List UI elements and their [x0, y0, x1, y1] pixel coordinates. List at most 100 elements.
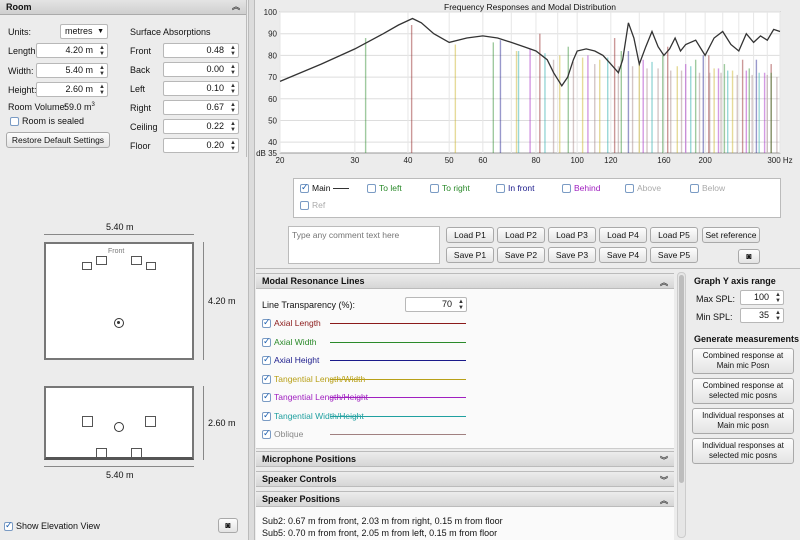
legend-item-7[interactable]: Ref — [300, 200, 325, 211]
checkbox-icon[interactable] — [430, 184, 439, 194]
legend-item-1[interactable]: To left — [367, 183, 402, 194]
comment-box[interactable] — [288, 226, 440, 264]
x-tick-label: 300 Hz — [767, 156, 792, 165]
units-select[interactable]: metres ▼ — [60, 24, 108, 39]
generate-button-2[interactable]: Individual responses at Main mic posn — [692, 408, 794, 434]
load-preset-2-button[interactable]: Load P2 — [497, 227, 545, 243]
modal-line-toggle[interactable]: Oblique — [262, 428, 466, 441]
speaker-controls-header[interactable]: Speaker Controls ︾ — [256, 471, 674, 487]
save-preset-2-button[interactable]: Save P2 — [497, 247, 545, 263]
save-preset-5-button[interactable]: Save P5 — [650, 247, 698, 263]
spinner-icon[interactable]: ▲ ▼ — [99, 84, 105, 96]
generate-button-0[interactable]: Combined response at Main mic Posn — [692, 348, 794, 374]
max-spl-field[interactable]: 100 ▲ ▼ — [740, 290, 784, 305]
modal-line-toggle[interactable]: Tangential Length/Height — [262, 391, 466, 404]
checkbox-icon[interactable] — [367, 184, 376, 194]
show-elevation-checkbox[interactable]: Show Elevation View — [4, 520, 100, 532]
expand-icon[interactable]: ︾ — [660, 456, 668, 465]
surface-absorption-value: 0.22 — [206, 121, 224, 131]
generate-button-3[interactable]: Individual responses at selected mic posn… — [692, 438, 794, 464]
height-field[interactable]: 2.60 m ▲ ▼ — [36, 82, 108, 97]
surface-absorption-field[interactable]: 0.48 ▲ ▼ — [163, 43, 239, 58]
checkbox-icon[interactable] — [262, 410, 271, 421]
checkbox-icon[interactable] — [496, 184, 505, 194]
surface-absorption-field[interactable]: 0.20 ▲ ▼ — [163, 138, 239, 153]
microphone-icon[interactable] — [114, 422, 124, 432]
legend-item-3[interactable]: In front — [496, 183, 534, 194]
save-preset-3-button[interactable]: Save P3 — [548, 247, 596, 263]
min-spl-field[interactable]: 35 ▲ ▼ — [740, 308, 784, 323]
surface-absorption-field[interactable]: 0.22 ▲ ▼ — [163, 119, 239, 134]
set-reference-button[interactable]: Set reference — [702, 227, 760, 243]
checkbox-icon[interactable] — [625, 184, 634, 194]
room-sealed-checkbox[interactable]: Room is sealed — [10, 116, 84, 127]
camera-button[interactable]: ◙ — [218, 518, 238, 533]
spinner-icon[interactable]: ▲ ▼ — [230, 140, 236, 152]
load-preset-3-button[interactable]: Load P3 — [548, 227, 596, 243]
modal-line-toggle[interactable]: Tangential Length/Width — [262, 373, 466, 386]
checkbox-icon[interactable] — [262, 317, 271, 329]
collapse-icon[interactable]: ︽ — [232, 2, 240, 11]
speaker-positions-header[interactable]: Speaker Positions ︽ — [256, 491, 674, 507]
restore-defaults-button[interactable]: Restore Default Settings — [6, 132, 110, 148]
checkbox-icon[interactable] — [562, 184, 571, 194]
legend-label: Behind — [574, 183, 601, 193]
checkbox-icon[interactable] — [262, 428, 271, 440]
spinner-icon[interactable]: ▲ ▼ — [230, 102, 236, 114]
load-preset-1-button[interactable]: Load P1 — [446, 227, 494, 243]
spinner-icon[interactable]: ▲ ▼ — [99, 45, 105, 57]
generate-button-1[interactable]: Combined response at selected mic posns — [692, 378, 794, 404]
legend-item-5[interactable]: Above — [625, 183, 661, 194]
modal-line-toggle[interactable]: Axial Length — [262, 317, 466, 330]
transparency-field[interactable]: 70 ▲ ▼ — [405, 297, 467, 312]
modal-line-toggle[interactable]: Axial Height — [262, 354, 466, 367]
legend-item-0[interactable]: Main — [300, 182, 350, 194]
expand-icon[interactable]: ︾ — [660, 476, 668, 485]
spinner-icon[interactable]: ▲ ▼ — [99, 65, 105, 77]
checkbox-icon[interactable] — [690, 184, 699, 194]
surface-absorption-field[interactable]: 0.00 ▲ ▼ — [163, 62, 239, 77]
checkbox-icon[interactable] — [262, 391, 271, 403]
checkbox-icon[interactable] — [262, 336, 271, 347]
spinner-icon[interactable]: ▲ ▼ — [230, 83, 236, 95]
generate-line-2: selected mic posns — [708, 391, 778, 400]
room-panel-header[interactable]: Room ︽ — [0, 0, 246, 15]
scrollbar-thumb[interactable] — [679, 275, 684, 483]
spinner-icon[interactable]: ▲ ▼ — [775, 310, 781, 322]
load-preset-4-button[interactable]: Load P4 — [599, 227, 647, 243]
camera-button[interactable]: ◙ — [738, 249, 760, 264]
width-field[interactable]: 5.40 m ▲ ▼ — [36, 63, 108, 78]
surface-absorption-field[interactable]: 0.10 ▲ ▼ — [163, 81, 239, 96]
spinner-icon[interactable]: ▲ ▼ — [775, 292, 781, 304]
microphone-icon[interactable] — [114, 318, 124, 328]
length-field[interactable]: 4.20 m ▲ ▼ — [36, 43, 108, 58]
checkbox-icon[interactable] — [262, 373, 271, 384]
splitter[interactable] — [248, 0, 255, 540]
modal-lines-body — [256, 289, 674, 449]
spinner-icon[interactable]: ▲ ▼ — [458, 299, 464, 311]
legend-item-6[interactable]: Below — [690, 183, 725, 194]
vertical-scrollbar[interactable] — [677, 272, 686, 538]
legend-item-4[interactable]: Behind — [562, 183, 601, 194]
spinner-icon[interactable]: ▲ ▼ — [230, 64, 236, 76]
checkbox-icon[interactable] — [262, 354, 271, 366]
collapse-icon[interactable]: ︽ — [660, 496, 668, 505]
save-preset-1-button[interactable]: Save P1 — [446, 247, 494, 263]
spinner-icon[interactable]: ▲ ▼ — [230, 121, 236, 133]
legend-item-2[interactable]: To right — [430, 183, 470, 194]
mic-positions-header[interactable]: Microphone Positions ︾ — [256, 451, 674, 467]
checkbox-icon[interactable] — [4, 520, 13, 532]
collapse-icon[interactable]: ︽ — [660, 278, 668, 287]
spinner-icon[interactable]: ▲ ▼ — [230, 45, 236, 57]
surface-absorption-field[interactable]: 0.67 ▲ ▼ — [163, 100, 239, 115]
load-preset-5-button[interactable]: Load P5 — [650, 227, 698, 243]
checkbox-icon[interactable] — [10, 117, 19, 127]
checkbox-icon[interactable] — [300, 201, 309, 211]
modal-line-toggle[interactable]: Tangential Width/Height — [262, 410, 466, 423]
modal-line-toggle[interactable]: Axial Width — [262, 336, 466, 349]
save-preset-4-button[interactable]: Save P4 — [599, 247, 647, 263]
checkbox-icon[interactable] — [300, 182, 309, 194]
comment-input[interactable] — [289, 227, 439, 263]
modal-lines-header[interactable]: Modal Resonance Lines ︽ — [256, 273, 674, 289]
